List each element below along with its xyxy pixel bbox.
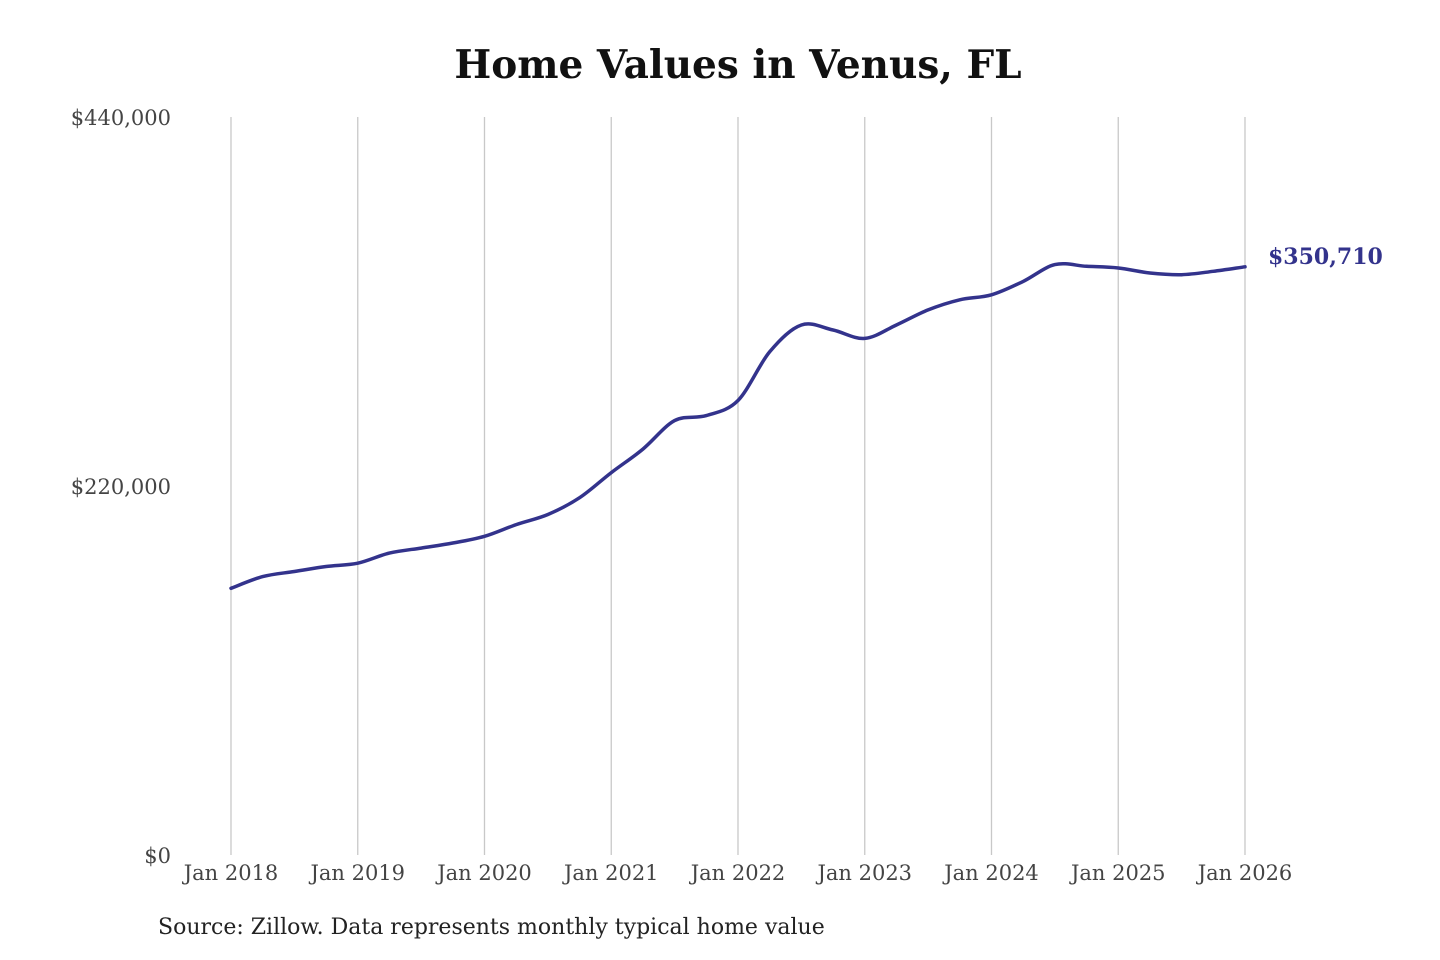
series-line-0: [229, 261, 1247, 591]
x-tick-label-5: Jan 2023: [815, 861, 912, 885]
x-tick-label-8: Jan 2026: [1196, 861, 1293, 885]
chart-title: Home Values in Venus, FL: [454, 42, 1022, 88]
x-tick-label-7: Jan 2025: [1069, 861, 1166, 885]
end-value-label: $350,710: [1268, 244, 1383, 270]
y-tick-label-2: $440,000: [71, 106, 171, 130]
x-tick-label-3: Jan 2021: [562, 861, 659, 885]
y-tick-label-0: $0: [144, 844, 171, 868]
x-tick-label-4: Jan 2022: [689, 861, 786, 885]
x-tick-label-1: Jan 2019: [308, 861, 405, 885]
x-tick-label-0: Jan 2018: [182, 861, 279, 885]
x-tick-label-2: Jan 2020: [435, 861, 532, 885]
y-axis-ticks: $0 $220,000 $440,000: [71, 106, 171, 868]
gridlines: [230, 117, 1246, 855]
series-layer: [229, 261, 1247, 591]
label-layer: $350,710: [1268, 244, 1383, 270]
x-tick-label-6: Jan 2024: [942, 861, 1039, 885]
y-tick-label-1: $220,000: [71, 475, 171, 499]
source-note: Source: Zillow. Data represents monthly …: [158, 915, 825, 940]
x-axis-ticks: Jan 2018 Jan 2019 Jan 2020 Jan 2021 Jan 2022…: [182, 861, 1293, 885]
